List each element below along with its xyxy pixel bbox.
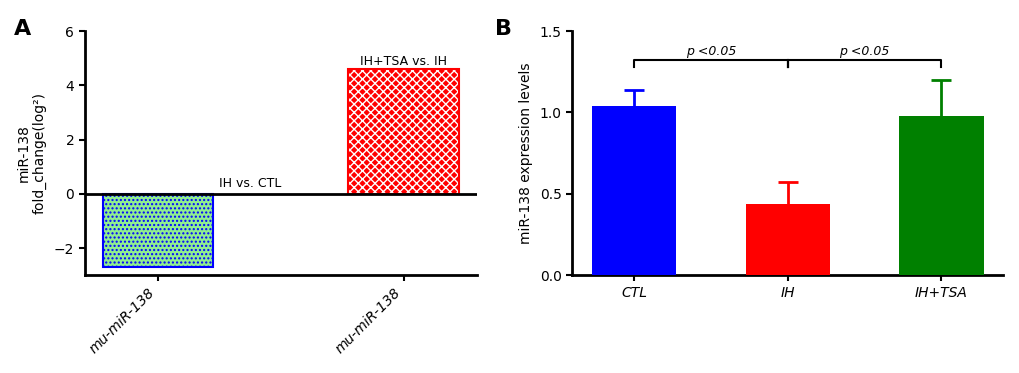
Bar [745, 204, 829, 275]
Bar [591, 106, 676, 275]
Text: IH+TSA vs. IH: IH+TSA vs. IH [360, 55, 446, 68]
Text: IH vs. CTL: IH vs. CTL [219, 177, 281, 190]
Y-axis label: miR-138 expression levels: miR-138 expression levels [519, 62, 532, 244]
Text: B: B [494, 19, 512, 39]
Text: p <0.05: p <0.05 [685, 45, 736, 58]
Bar [899, 116, 982, 275]
Y-axis label: miR-138
fold_change(log²): miR-138 fold_change(log²) [16, 92, 47, 214]
Bar [347, 69, 459, 194]
Text: p <0.05: p <0.05 [839, 45, 889, 58]
Bar [347, 69, 459, 194]
Text: A: A [14, 19, 32, 39]
Bar [103, 194, 213, 267]
Bar [347, 69, 459, 194]
